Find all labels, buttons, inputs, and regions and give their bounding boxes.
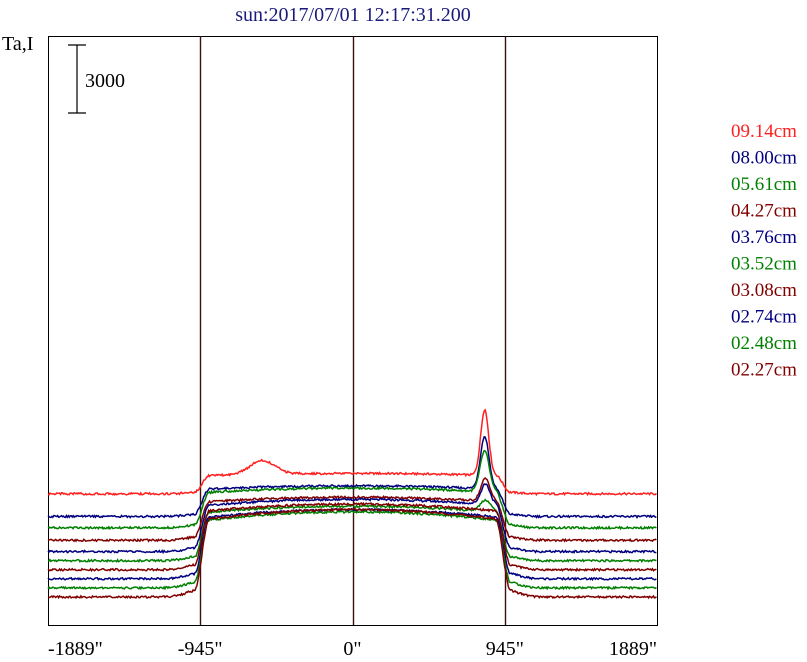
series-line-4 [47, 483, 657, 555]
legend-entry-7: 02.74cm [731, 307, 797, 328]
series-lines [47, 408, 657, 600]
series-line-6 [47, 501, 657, 573]
legend-entry-6: 03.08cm [731, 280, 797, 301]
scale-bar: 3000 [68, 44, 125, 114]
x-tick-label-3: 945" [486, 638, 524, 660]
series-line-8 [47, 509, 657, 591]
x-tick-labels: -1889" -945" 0" 945" 1889" [48, 638, 657, 660]
legend-entry-0: 09.14cm [731, 121, 797, 142]
legend-entry-9: 02.27cm [731, 360, 797, 381]
legend-entry-4: 03.76cm [731, 227, 797, 248]
series-line-2 [47, 449, 657, 531]
x-tick-label-1: -945" [178, 638, 223, 660]
series-line-0 [47, 408, 657, 497]
y-axis-label: Ta,I [2, 33, 33, 55]
legend: 09.14cm 08.00cm 05.61cm 04.27cm 03.76cm 03.52… [731, 121, 797, 381]
x-tick-label-0: -1889" [48, 638, 103, 660]
legend-entry-2: 05.61cm [731, 174, 797, 195]
chart-title: sun:2017/07/01 12:17:31.200 [235, 4, 471, 26]
series-line-1 [47, 435, 657, 519]
x-tick-label-2: 0" [343, 638, 361, 660]
legend-entry-3: 04.27cm [731, 201, 797, 222]
x-tick-label-4: 1889" [609, 638, 657, 660]
legend-entry-1: 08.00cm [731, 148, 797, 169]
legend-entry-5: 03.52cm [731, 254, 797, 275]
legend-entry-8: 02.48cm [731, 333, 797, 354]
series-line-9 [47, 507, 657, 600]
limb-markers [199, 36, 507, 625]
series-line-3 [47, 476, 657, 543]
scale-bar-label: 3000 [85, 70, 125, 92]
